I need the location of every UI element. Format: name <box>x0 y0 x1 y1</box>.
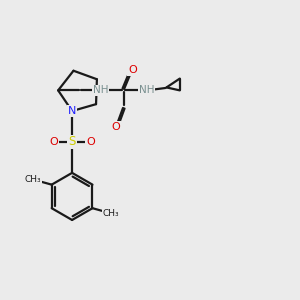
Text: N: N <box>68 106 76 116</box>
Text: CH₃: CH₃ <box>25 175 41 184</box>
Text: S: S <box>68 135 76 148</box>
Text: O: O <box>128 65 137 75</box>
Text: O: O <box>86 137 95 147</box>
Text: CH₃: CH₃ <box>103 209 119 218</box>
Text: O: O <box>111 122 120 132</box>
Text: NH: NH <box>139 85 154 95</box>
Text: NH: NH <box>93 85 108 95</box>
Text: O: O <box>50 137 58 147</box>
